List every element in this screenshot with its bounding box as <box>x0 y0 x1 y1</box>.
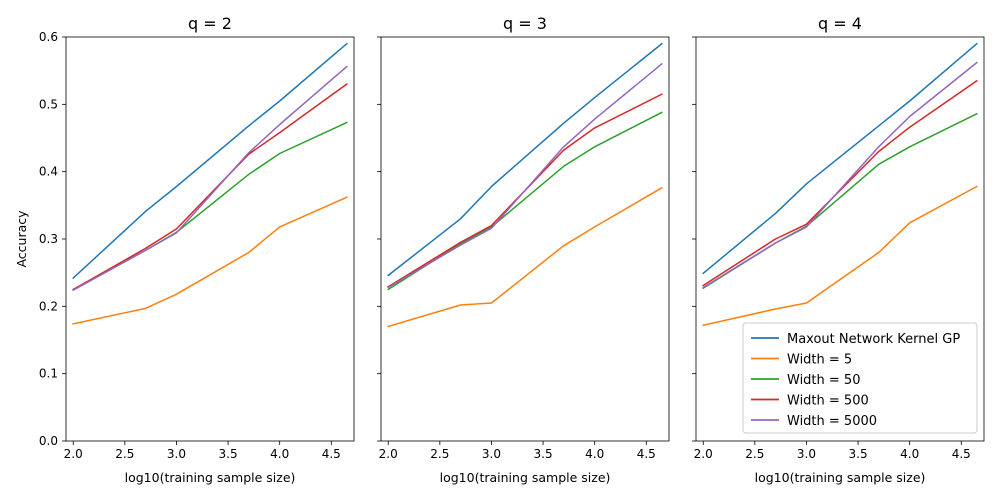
y-tick-label: 0.6 <box>39 30 58 44</box>
series-line-2 <box>387 186 663 328</box>
series-line-4 <box>72 83 348 291</box>
y-tick-label: 0.5 <box>39 97 58 111</box>
x-tick-label: 2.0 <box>694 447 713 461</box>
x-axis-label: log10(training sample size) <box>440 470 611 485</box>
panel-1: q = 2 2.0 2.5 3.0 3.5 4.0 4.5 log10(training sa… <box>14 14 355 485</box>
series-line-5 <box>387 62 663 289</box>
y-tick-label: 0.1 <box>39 367 58 381</box>
legend-label-3: Width = 50 <box>787 373 860 388</box>
legend-label-1: Maxout Network Kernel GP <box>787 332 960 347</box>
x-tick-label: 4.0 <box>270 447 289 461</box>
x-tick-label: 2.5 <box>745 447 764 461</box>
y-tick-label: 0.4 <box>39 165 58 179</box>
x-tick-label: 4.0 <box>585 447 604 461</box>
panel-title: q = 3 <box>503 14 547 33</box>
panel-3: q = 4 2.0 2.5 3.0 3.5 4.0 4.5 log10(training sa… <box>692 14 985 485</box>
legend-label-4: Width = 500 <box>787 394 869 409</box>
x-tick-label: 4.5 <box>952 447 971 461</box>
series-line-2 <box>72 196 348 325</box>
x-axis-label: log10(training sample size) <box>755 470 926 485</box>
x-tick-label: 3.0 <box>482 447 501 461</box>
panel-2: q = 3 2.0 2.5 3.0 3.5 4.0 4.5 log10(training sa… <box>377 14 670 485</box>
series-line-5 <box>702 61 978 289</box>
axes-frame <box>380 36 670 442</box>
x-tick-label: 3.5 <box>849 447 868 461</box>
x-tick-label: 3.0 <box>167 447 186 461</box>
x-tick-label: 3.0 <box>797 447 816 461</box>
y-axis-label: Accuracy <box>14 210 29 268</box>
y-tick-label: 0.3 <box>39 232 58 246</box>
x-tick-label: 4.5 <box>322 447 341 461</box>
x-tick-label: 2.5 <box>115 447 134 461</box>
x-axis-label: log10(training sample size) <box>125 470 296 485</box>
x-tick-label: 4.5 <box>637 447 656 461</box>
legend: Maxout Network Kernel GP Width = 5 Width =… <box>742 322 978 434</box>
x-tick-label: 2.5 <box>430 447 449 461</box>
panel-title: q = 4 <box>818 14 862 33</box>
series-line-5 <box>72 65 348 292</box>
x-tick-label: 3.5 <box>219 447 238 461</box>
series-line-1 <box>387 42 663 277</box>
panel-title: q = 2 <box>188 14 232 33</box>
series-line-4 <box>702 79 978 287</box>
x-tick-label: 3.5 <box>534 447 553 461</box>
legend-box <box>742 322 978 434</box>
series-line-3 <box>72 121 348 291</box>
series-line-1 <box>702 42 978 275</box>
y-tick-label: 0.2 <box>39 299 58 313</box>
series-line-2 <box>702 185 978 327</box>
x-tick-label: 2.0 <box>64 447 83 461</box>
y-tick-label: 0.0 <box>39 434 58 448</box>
legend-label-5: Width = 5000 <box>787 414 877 429</box>
series-line-1 <box>72 42 348 280</box>
x-tick-label: 2.0 <box>379 447 398 461</box>
x-tick-label: 4.0 <box>900 447 919 461</box>
legend-label-2: Width = 5 <box>787 353 852 368</box>
